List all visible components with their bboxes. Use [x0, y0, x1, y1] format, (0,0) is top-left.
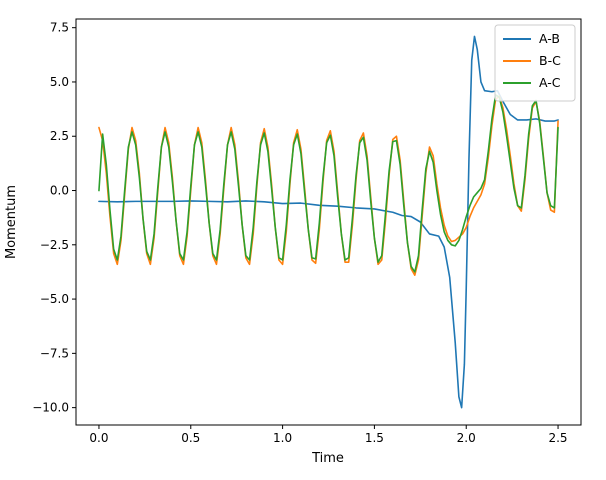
y-axis-ticks: 7.5 5.0 2.5 0.0 −2.5 −5.0 −7.5 −10.0: [32, 21, 76, 415]
legend-label: A-B: [539, 31, 560, 46]
y-tick-label: −10.0: [32, 401, 69, 415]
legend: A-B B-C A-C: [494, 24, 576, 102]
x-axis-title: Time: [311, 451, 344, 466]
legend-box: [494, 24, 576, 102]
y-tick-label: −5.0: [40, 292, 69, 306]
plot-frame: [75, 18, 582, 426]
y-tick-label: 2.5: [50, 129, 69, 143]
legend-label: A-C: [539, 75, 561, 90]
y-tick-label: −2.5: [40, 238, 69, 252]
y-axis-title: Momentum: [4, 185, 19, 259]
x-tick-label: 0.0: [89, 431, 108, 445]
legend-label: B-C: [539, 53, 561, 68]
y-tick-label: 7.5: [50, 21, 69, 35]
series-line-a-c: [98, 94, 559, 273]
x-tick-label: 1.5: [365, 431, 384, 445]
x-tick-label: 2.0: [457, 431, 476, 445]
x-tick-label: 0.5: [181, 431, 200, 445]
x-axis-ticks: 0.0 0.5 1.0 1.5 2.0 2.5: [89, 425, 568, 445]
y-tick-label: 5.0: [50, 75, 69, 89]
y-tick-label: −7.5: [40, 346, 69, 360]
x-tick-label: 1.0: [273, 431, 292, 445]
x-tick-label: 2.5: [548, 431, 567, 445]
y-tick-label: 0.0: [50, 184, 69, 198]
